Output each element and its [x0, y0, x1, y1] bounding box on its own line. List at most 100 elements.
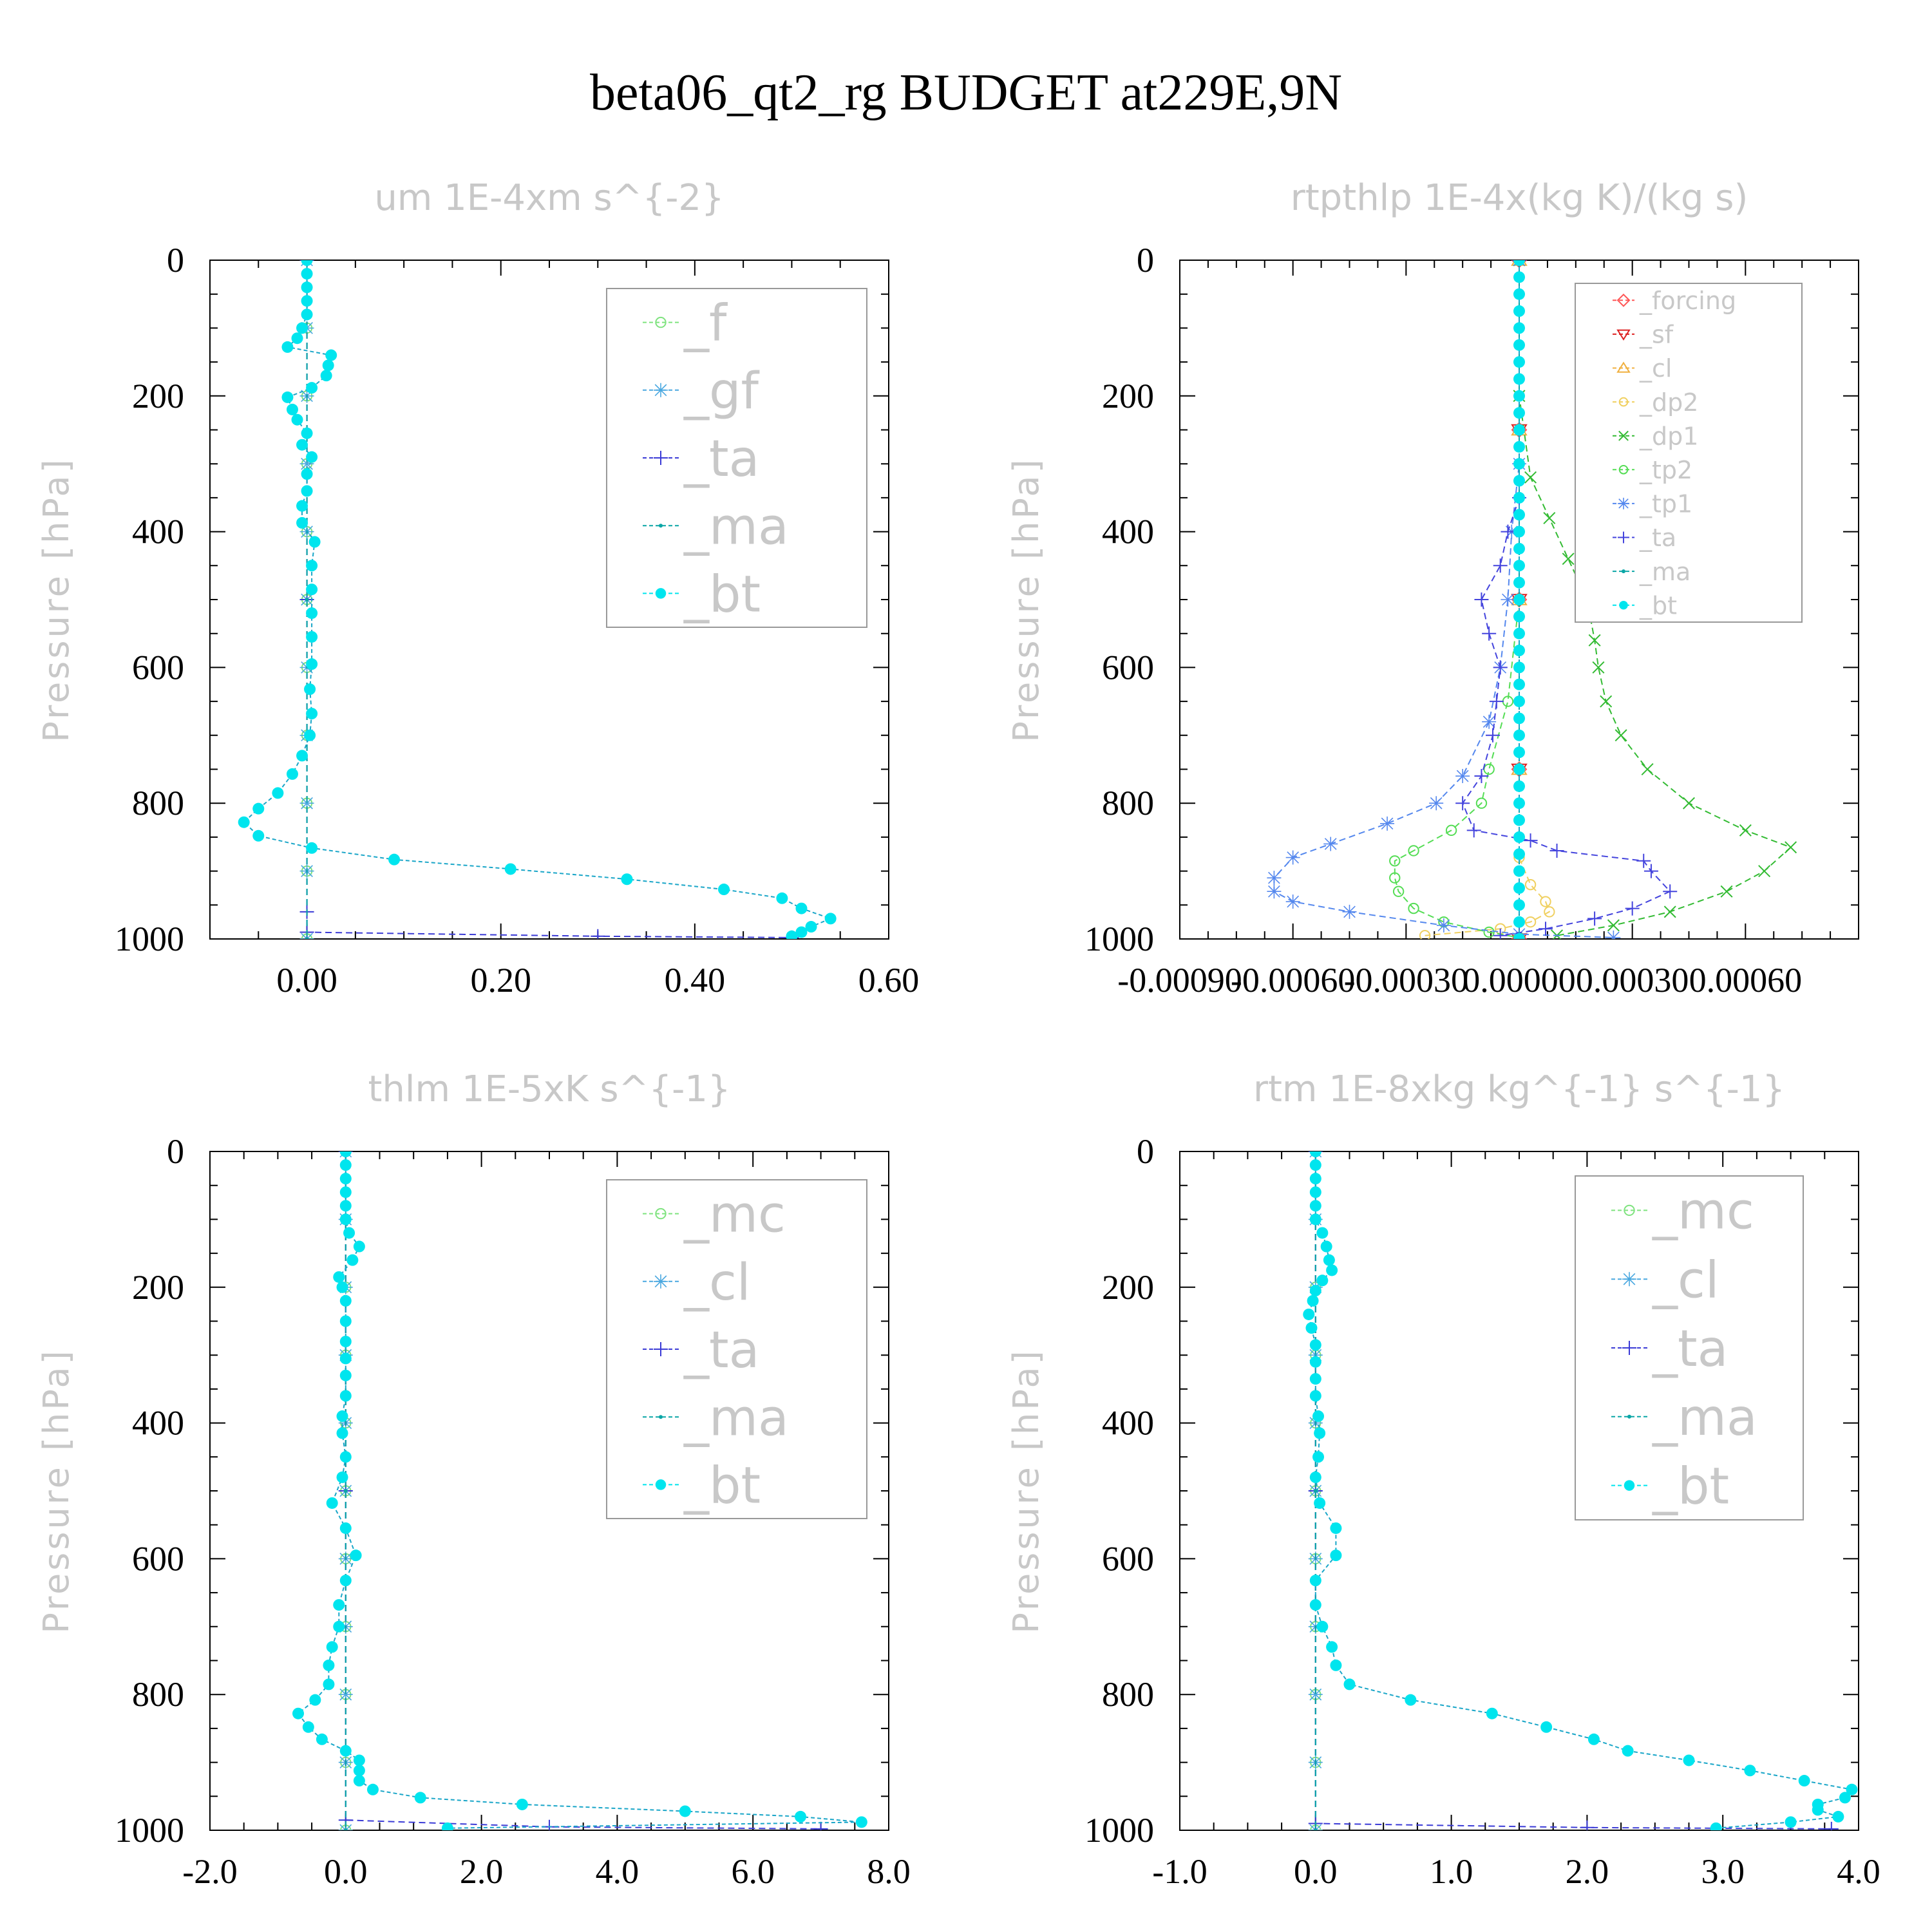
series-point-bt [1309, 1186, 1321, 1198]
y-tick-label: 800 [1102, 1675, 1154, 1714]
legend-marker-ma [1622, 569, 1625, 574]
series-point-bt [346, 1254, 359, 1266]
series-group [1303, 1151, 1858, 1830]
series-point-bt [1513, 509, 1525, 521]
series-point-dp1 [1758, 865, 1771, 878]
series-point-bt [339, 1575, 352, 1587]
series-point-bt [786, 930, 798, 939]
chart-panel-3: thlm 1E-5xK s^{-1} Pressure [hPa] 0 200 400 6… [36, 1068, 911, 1891]
x-tick-label: 0.20 [470, 961, 531, 999]
x-tick-label: 6.0 [731, 1852, 775, 1891]
series-point-bt [336, 1281, 348, 1293]
series-point-bt [326, 1497, 338, 1509]
legend-label-ma: _ma [1639, 558, 1690, 586]
series-point-bt [333, 1620, 345, 1633]
series-point-bt [252, 829, 265, 842]
series-point-bt [339, 1390, 352, 1402]
series-point-bt [301, 281, 313, 294]
series-point-bt [339, 1294, 352, 1307]
series-point-bt [855, 1816, 867, 1828]
series-point-bt [504, 863, 516, 875]
x-tick-label: 3.0 [1701, 1852, 1745, 1891]
series-point-bt [325, 349, 337, 361]
y-tick-label: 1000 [115, 1811, 184, 1850]
series-point-bt [306, 451, 318, 463]
series-point-bt [306, 583, 318, 596]
legend-marker-bt [655, 588, 667, 599]
series-point-bt [323, 1659, 335, 1671]
series-point-bt [1323, 1254, 1335, 1266]
series-point-bt [1303, 1308, 1315, 1320]
legend-label-ma: _ma [1652, 1389, 1757, 1447]
series-point-bt [1513, 882, 1525, 894]
legend-label-tp2: _tp2 [1639, 456, 1692, 484]
series-point-bt [1513, 763, 1525, 775]
y-axis-label: Pressure [hPa] [36, 1348, 77, 1633]
series-point-bt [296, 500, 308, 512]
legend-label-cl: _cl [1639, 354, 1672, 383]
series-point-bt [1513, 594, 1525, 605]
legend-label-cl: _cl [1652, 1251, 1719, 1309]
series-point-bt [1513, 627, 1525, 639]
series-point-tp2 [1392, 886, 1405, 897]
y-tick-label: 800 [132, 1675, 184, 1714]
y-tick-label: 800 [132, 784, 184, 822]
series-point-bt [353, 1765, 365, 1777]
legend-marker-dp2 [1618, 397, 1629, 407]
series-point-bt [339, 1745, 352, 1757]
y-tick-label: 200 [1102, 377, 1154, 415]
series-point-bt [795, 926, 808, 938]
series-point-bt [353, 1754, 365, 1766]
chart-panel-1: um 1E-4xm s^{-2} Pressure [hPa] 0 200 400 600… [36, 177, 919, 999]
series-point-bt [1309, 1200, 1321, 1212]
series-point-dp1 [1663, 905, 1676, 918]
legend-label-cl: _cl [683, 1254, 751, 1312]
series-point-bt [252, 802, 265, 815]
series-point-bt [1513, 560, 1525, 572]
x-tick-label: 0.00000 [1463, 961, 1576, 999]
series-point-bt [339, 1451, 352, 1463]
series-point-bt [339, 1369, 352, 1381]
series-point-bt [306, 842, 318, 854]
series-point-tp1 [1501, 592, 1515, 607]
y-tick-label: 1000 [1084, 920, 1154, 958]
series-point-bt [414, 1792, 426, 1804]
series-point-bt [1513, 661, 1525, 674]
series-point-dp2 [1540, 896, 1551, 907]
series-point-bt [336, 1427, 348, 1439]
series-point-tp1 [1342, 904, 1357, 919]
series-point-bt [1513, 305, 1525, 317]
series-point-tp1 [1285, 850, 1300, 865]
series-point-bt [1710, 1822, 1722, 1830]
y-tick-label: 200 [1102, 1268, 1154, 1307]
x-tick-label: 2.0 [1566, 1852, 1609, 1891]
series-point-bt [339, 1522, 352, 1534]
series-point-dp1 [1785, 841, 1797, 854]
series-point-bt [1309, 1285, 1321, 1297]
series-point-bt [306, 607, 318, 620]
series-point-bt [306, 560, 318, 572]
y-axis-label: Pressure [hPa] [36, 457, 77, 742]
y-tick-label: 1000 [115, 920, 184, 958]
series-point-bt [286, 768, 298, 780]
series-point-bt [516, 1798, 528, 1810]
series-point-bt [281, 391, 294, 403]
series-point-bt [281, 341, 294, 353]
series-point-bt [333, 1599, 345, 1611]
legend-marker-bt [1624, 1480, 1635, 1491]
legend-marker-ta [654, 1342, 668, 1356]
series-point-tp1 [1380, 816, 1395, 831]
series-point-ma [343, 1828, 348, 1830]
series-line-ta [345, 1151, 821, 1830]
series-point-bt [1513, 916, 1525, 928]
series-point-bt [309, 1694, 321, 1706]
series-point-bt [1513, 271, 1525, 283]
series-point-bt [323, 1678, 335, 1690]
series-point-bt [301, 308, 313, 321]
series-point-dp2 [1419, 930, 1431, 939]
series-point-bt [339, 1200, 352, 1212]
series-point-bt [339, 1151, 352, 1157]
series-point-bt [1785, 1816, 1797, 1828]
series-point-tp2 [1408, 845, 1419, 857]
series-point-ma [1313, 1828, 1318, 1830]
